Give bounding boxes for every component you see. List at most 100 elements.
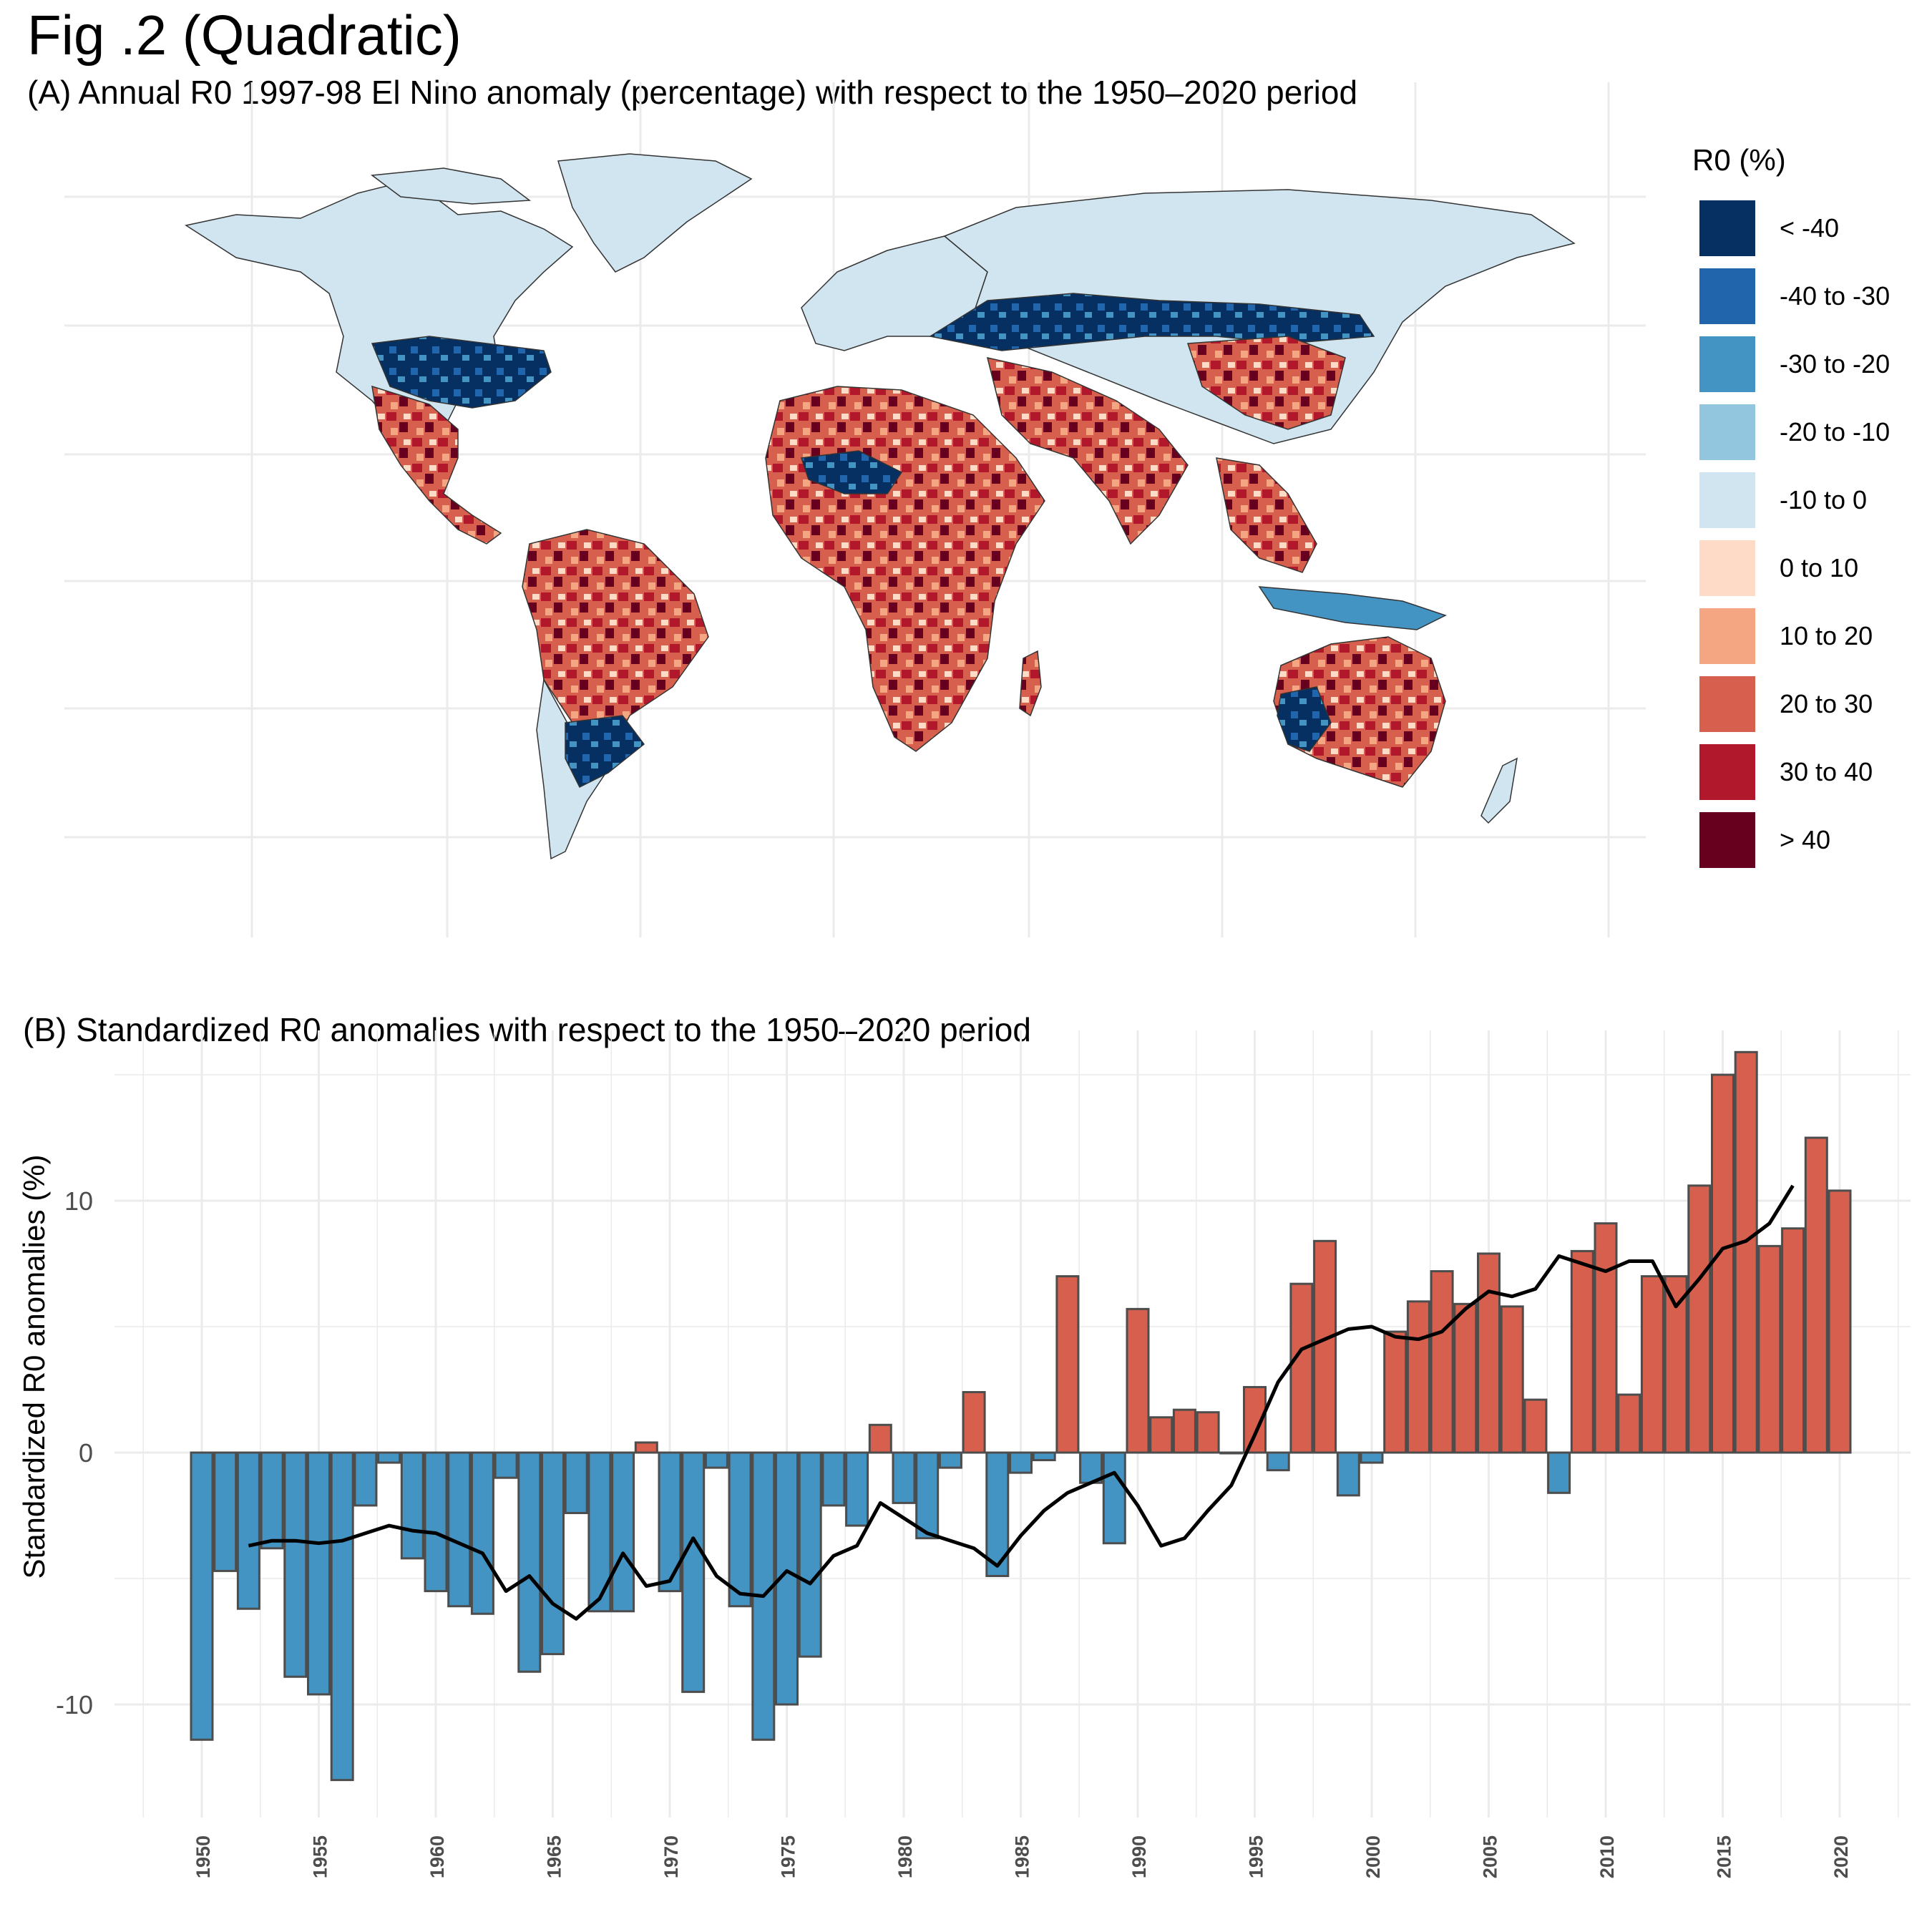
legend-label: > 40 <box>1780 825 1831 854</box>
bar <box>1313 1239 1337 1454</box>
x-tick-label: 2015 <box>1714 1835 1735 1878</box>
bar <box>1594 1222 1618 1454</box>
bar <box>798 1451 822 1658</box>
bar <box>517 1451 542 1673</box>
panel-a-title: (A) Annual R0 1997-98 El Nino anomaly (p… <box>27 74 1358 111</box>
legend-swatch <box>1699 812 1755 868</box>
x-tick-label: 2010 <box>1596 1835 1618 1878</box>
x-tick-label: 2000 <box>1362 1835 1384 1878</box>
legend-label: -10 to 0 <box>1780 485 1868 514</box>
bar <box>307 1451 331 1696</box>
bar <box>1734 1050 1758 1454</box>
bar <box>868 1423 892 1454</box>
panel-b-title: (B) Standardized R0 anomalies with respe… <box>23 1011 1031 1048</box>
chart-trend-line <box>248 1184 1795 1621</box>
bar <box>938 1451 962 1469</box>
bar <box>1547 1451 1571 1494</box>
x-tick-label: 1995 <box>1246 1835 1267 1878</box>
bar <box>611 1451 635 1613</box>
legend-swatch <box>1699 268 1755 324</box>
bar <box>1523 1398 1548 1454</box>
legend-swatch <box>1699 336 1755 392</box>
bar <box>470 1451 494 1615</box>
legend-item: > 40 <box>1699 812 1928 869</box>
bar <box>1453 1302 1478 1454</box>
legend-item: 0 to 10 <box>1699 540 1928 597</box>
chart-bars <box>190 1050 1852 1782</box>
bar <box>1640 1275 1664 1454</box>
bar <box>260 1451 284 1550</box>
bar <box>1149 1416 1174 1454</box>
y-tick-label: 0 <box>79 1438 93 1468</box>
bar <box>1477 1252 1501 1454</box>
bar <box>1687 1184 1712 1454</box>
bar <box>1570 1249 1594 1454</box>
bar <box>400 1451 424 1560</box>
bar <box>681 1451 706 1693</box>
map-greenland <box>557 153 753 273</box>
y-tick-label: -10 <box>56 1690 93 1719</box>
map-asia-anomaly-band <box>929 293 1375 351</box>
legend-label: 0 to 10 <box>1780 553 1859 582</box>
bar <box>1360 1451 1384 1464</box>
moving-average-line <box>248 1184 1795 1621</box>
legend-label: 10 to 20 <box>1780 621 1873 650</box>
map-argentina-anomaly <box>565 715 645 789</box>
bar <box>330 1451 354 1782</box>
legend-swatch <box>1699 744 1755 800</box>
bar <box>728 1451 752 1608</box>
bar <box>1102 1451 1126 1545</box>
bar <box>1196 1411 1220 1454</box>
legend-swatch <box>1699 200 1755 256</box>
x-tick-label: 2020 <box>1830 1835 1852 1878</box>
legend-label: 30 to 40 <box>1780 757 1873 786</box>
bar <box>424 1451 448 1593</box>
map-arctic-islands <box>371 167 532 205</box>
map-usa-anomaly <box>371 336 552 409</box>
x-tick-label: 1960 <box>426 1835 448 1878</box>
y-tick-label: 10 <box>64 1186 93 1216</box>
map-central-america <box>371 385 502 545</box>
bar <box>1055 1275 1080 1454</box>
bar <box>1430 1270 1454 1454</box>
legend-label: -40 to -30 <box>1780 281 1890 311</box>
bar <box>564 1451 588 1514</box>
bar <box>541 1451 565 1656</box>
map-middle-east-india <box>986 357 1189 545</box>
bar <box>1781 1227 1805 1454</box>
x-tick-label: 1975 <box>778 1835 799 1878</box>
bar <box>704 1451 728 1469</box>
bar <box>821 1451 846 1507</box>
bar <box>845 1451 869 1527</box>
map-indonesia <box>1258 586 1447 630</box>
bar <box>1383 1330 1407 1454</box>
x-tick-labels: 1950 1955 1960 1965 1970 1975 1980 1985 1990 1995… <box>192 1835 1852 1878</box>
x-tick-label: 1970 <box>660 1835 682 1878</box>
legend-item: 20 to 30 <box>1699 676 1928 733</box>
legend-item: < -40 <box>1699 200 1928 258</box>
bar <box>1757 1244 1782 1454</box>
bar <box>494 1451 518 1479</box>
bar <box>353 1451 378 1507</box>
anomaly-map <box>64 82 1646 937</box>
bar <box>658 1451 682 1593</box>
bar <box>1032 1451 1056 1462</box>
bar <box>1828 1189 1852 1454</box>
bar <box>962 1391 986 1454</box>
bar <box>190 1451 214 1741</box>
bar <box>1406 1300 1430 1454</box>
bar <box>447 1451 472 1608</box>
map-southeast-asia <box>1216 457 1317 573</box>
map-west-australia-anomaly <box>1277 686 1332 752</box>
legend-item: 10 to 20 <box>1699 608 1928 665</box>
x-tick-label: 1955 <box>310 1835 331 1878</box>
x-tick-label: 1980 <box>894 1835 916 1878</box>
x-tick-label: 1990 <box>1128 1835 1150 1878</box>
bar <box>1266 1451 1290 1472</box>
map-new-zealand <box>1480 757 1518 824</box>
bar <box>1711 1073 1735 1454</box>
bar <box>634 1441 658 1454</box>
bar <box>236 1451 260 1610</box>
legend-item: -40 to -30 <box>1699 268 1928 326</box>
bar <box>1804 1136 1828 1454</box>
